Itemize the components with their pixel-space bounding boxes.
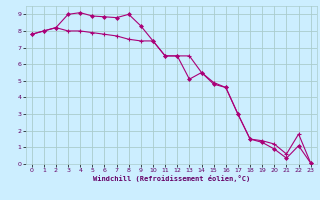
X-axis label: Windchill (Refroidissement éolien,°C): Windchill (Refroidissement éolien,°C) <box>92 175 250 182</box>
